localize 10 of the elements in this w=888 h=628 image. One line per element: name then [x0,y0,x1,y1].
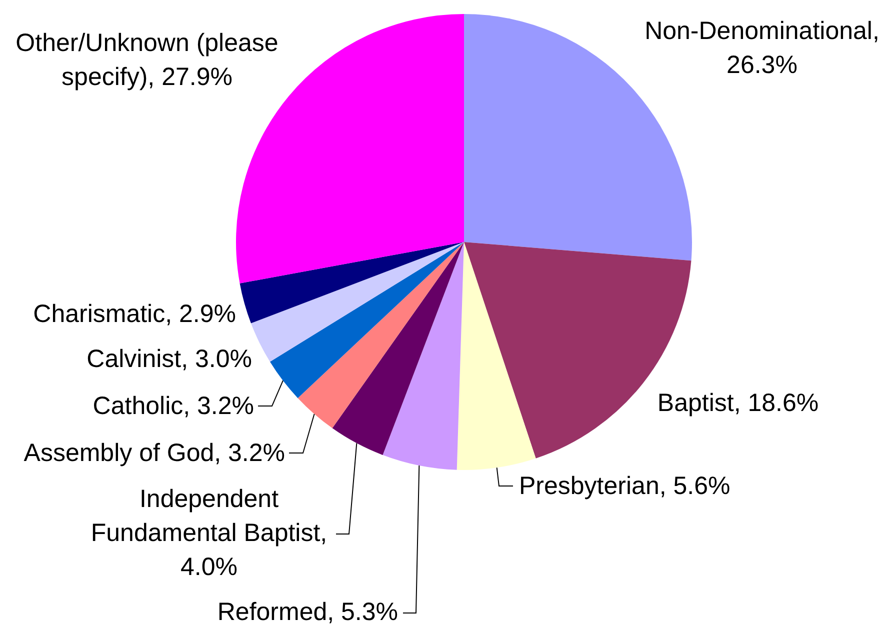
slice-label: Calvinist, 3.0% [86,344,252,375]
slice-label: Baptist, 18.6% [657,388,819,419]
slice-label: Reformed, 5.3% [217,597,398,628]
slice-label: Presbyterian, 5.6% [519,471,730,502]
slice-label: Non-Denominational, 26.3% [644,16,880,81]
slice-label: Other/Unknown (please specify), 27.9% [16,28,278,93]
slice-label: Assembly of God, 3.2% [24,438,285,469]
slice-label: Catholic, 3.2% [92,391,254,422]
slice-label: Independent Fundamental Baptist, 4.0% [90,484,328,583]
slice-label: Charismatic, 2.9% [33,299,236,330]
